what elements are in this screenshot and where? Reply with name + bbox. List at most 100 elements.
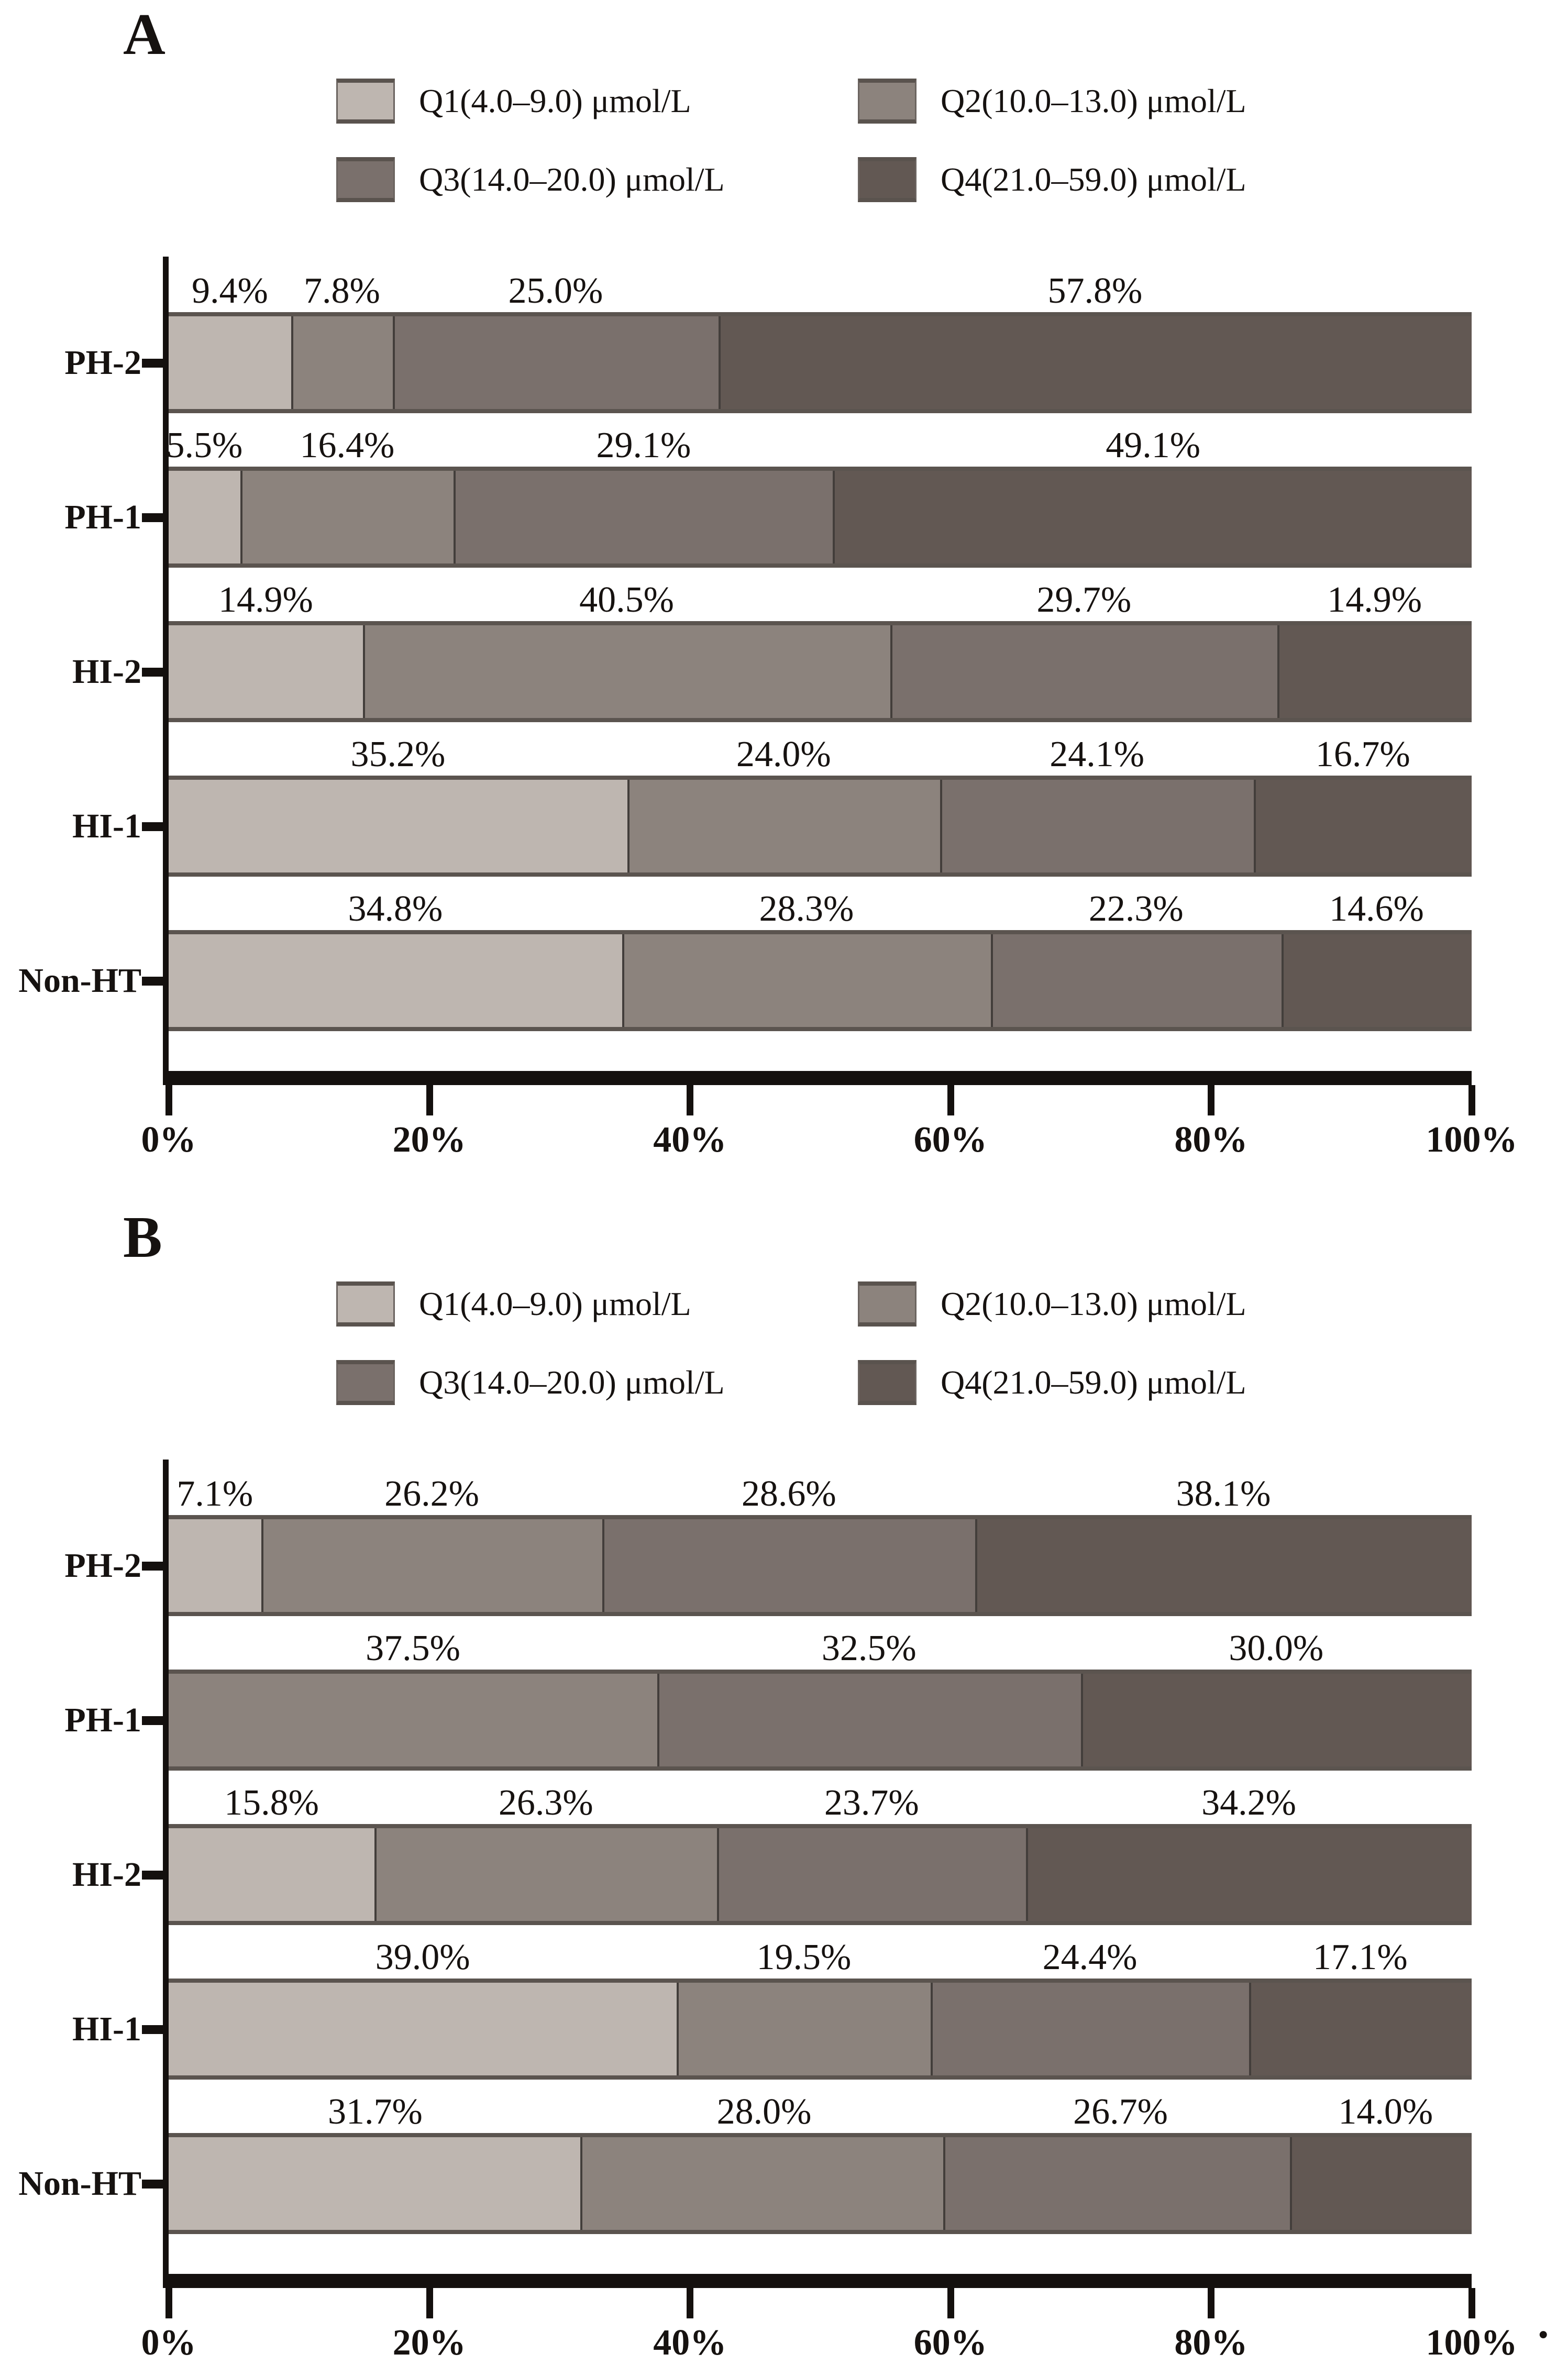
segment-label: 28.6% <box>741 1474 836 1514</box>
segment-label: 30.0% <box>1229 1628 1324 1668</box>
segment-label: 14.9% <box>1327 580 1422 620</box>
legend-swatch <box>858 157 916 202</box>
trailing-period: . <box>1538 2297 1549 2348</box>
segment-label: 31.7% <box>327 2092 423 2132</box>
panel-letter-b: B <box>123 1205 162 1270</box>
bar-segment <box>990 934 1282 1027</box>
x-axis-tick-label: 40% <box>653 1120 727 1160</box>
x-axis-tick <box>1468 2288 1475 2318</box>
segment-label: 29.1% <box>596 425 691 466</box>
bar-segment <box>1277 625 1472 718</box>
legend-item: Q1(4.0–9.0) μmol/L <box>336 79 691 124</box>
bar-row <box>169 621 1472 722</box>
bar-segment <box>832 471 1472 563</box>
bar-segment <box>374 1828 717 1921</box>
legend-swatch <box>336 157 395 202</box>
bar-segment <box>718 316 1472 409</box>
bar-segment <box>943 2137 1290 2230</box>
segment-label: 40.5% <box>579 580 674 620</box>
x-axis-line <box>163 1071 1472 1085</box>
panel-letter-a: A <box>123 2 165 67</box>
x-axis-tick <box>426 1085 433 1115</box>
row-label: HI-1 <box>72 2009 141 2048</box>
row-label: HI-1 <box>72 806 141 845</box>
row-tick <box>142 513 163 522</box>
bar-row <box>169 312 1472 413</box>
legend-label: Q1(4.0–9.0) μmol/L <box>419 1285 691 1322</box>
legend-item: Q4(21.0–59.0) μmol/L <box>858 157 1246 202</box>
bar-segment <box>931 1983 1249 2075</box>
segment-label: 32.5% <box>821 1628 916 1668</box>
bar-segment <box>454 471 833 563</box>
bar-segment <box>392 316 719 409</box>
bar-segment <box>975 1519 1472 1612</box>
bar-segment <box>677 1983 931 2075</box>
row-tick <box>142 822 163 831</box>
bar-segment <box>169 625 363 718</box>
segment-label: 29.7% <box>1036 580 1132 620</box>
bar-segment <box>240 471 454 563</box>
row-tick <box>142 1871 163 1880</box>
x-axis-tick-label: 20% <box>392 2323 466 2363</box>
x-axis-tick-label: 100% <box>1426 1120 1518 1160</box>
row-tick <box>142 359 163 368</box>
segment-label: 39.0% <box>375 1937 470 1977</box>
legend-label: Q4(21.0–59.0) μmol/L <box>941 161 1246 198</box>
segment-label: 5.5% <box>166 425 243 466</box>
x-axis-tick <box>165 2288 172 2318</box>
bar-segment <box>169 1828 375 1921</box>
segment-label: 24.0% <box>736 734 831 775</box>
bar-segment <box>169 1983 677 2075</box>
x-axis-tick-label: 60% <box>913 1120 987 1160</box>
panel-b: B Q1(4.0–9.0) μmol/L Q2(10.0–13.0) μmol/L… <box>0 1203 1568 2365</box>
bar-segment <box>169 316 291 409</box>
segment-label: 26.3% <box>498 1783 593 1823</box>
row-tick <box>142 1562 163 1571</box>
row-tick <box>142 2025 163 2034</box>
segment-label: 22.3% <box>1088 889 1184 929</box>
bar-segment <box>1290 2137 1472 2230</box>
segment-label: 14.0% <box>1338 2092 1433 2132</box>
legend-item: Q3(14.0–20.0) μmol/L <box>336 157 725 202</box>
x-axis-tick-label: 0% <box>141 1120 196 1160</box>
bar-segment <box>580 2137 944 2230</box>
segment-label: 25.0% <box>508 271 603 311</box>
bar-row <box>169 467 1472 568</box>
x-axis-tick <box>1208 1085 1215 1115</box>
segment-label: 28.3% <box>759 889 854 929</box>
plot-area: 0% 20% 40% 60% 80% 100% PH-2 7.1% 26.2% 28.6% 38.1… <box>18 1460 1518 2361</box>
segment-label: 35.2% <box>350 734 446 775</box>
legend-label: Q3(14.0–20.0) μmol/L <box>419 1364 725 1401</box>
row-label: HI-2 <box>72 652 141 691</box>
segment-label: 24.4% <box>1042 1937 1138 1977</box>
row-label: PH-2 <box>64 343 141 382</box>
bar-row <box>169 1979 1472 2080</box>
x-axis-tick <box>947 2288 954 2318</box>
bar-segment <box>169 1674 657 1766</box>
legend-item: Q2(10.0–13.0) μmol/L <box>858 79 1246 124</box>
bar-segment <box>890 625 1278 718</box>
legend-item: Q1(4.0–9.0) μmol/L <box>336 1281 691 1327</box>
legend-swatch <box>336 79 395 124</box>
segment-label: 15.8% <box>224 1783 319 1823</box>
legend-label: Q1(4.0–9.0) μmol/L <box>419 82 691 119</box>
x-axis-line <box>163 2274 1472 2288</box>
x-axis-tick <box>1468 1085 1475 1115</box>
x-axis-tick <box>687 1085 694 1115</box>
legend-item: Q2(10.0–13.0) μmol/L <box>858 1281 1246 1327</box>
segment-label: 19.5% <box>756 1937 852 1977</box>
segment-label: 14.6% <box>1329 889 1424 929</box>
bar-segment <box>1254 780 1472 872</box>
row-label: PH-1 <box>64 498 141 536</box>
row-tick <box>142 977 163 986</box>
bar-segment <box>169 1519 261 1612</box>
bar-segment <box>717 1828 1026 1921</box>
legend-label: Q2(10.0–13.0) μmol/L <box>941 1285 1246 1322</box>
row-tick <box>142 2180 163 2189</box>
segment-label: 49.1% <box>1106 425 1201 466</box>
segment-label: 26.7% <box>1073 2092 1168 2132</box>
x-axis-tick <box>947 1085 954 1115</box>
bar-segment <box>622 934 991 1027</box>
segment-label: 37.5% <box>366 1628 460 1668</box>
